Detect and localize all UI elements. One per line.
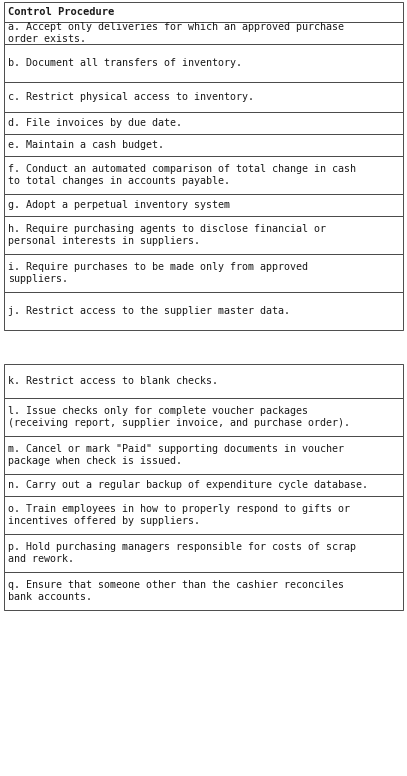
Text: e. Maintain a cash budget.: e. Maintain a cash budget. bbox=[8, 140, 164, 150]
Bar bbox=[4, 44, 403, 82]
Text: a. Accept only deliveries for which an approved purchase
order exists.: a. Accept only deliveries for which an a… bbox=[8, 23, 344, 43]
Bar bbox=[4, 112, 403, 134]
Text: j. Restrict access to the supplier master data.: j. Restrict access to the supplier maste… bbox=[8, 306, 290, 316]
Bar bbox=[4, 156, 403, 194]
Bar bbox=[4, 134, 403, 156]
Text: l. Issue checks only for complete voucher packages
(receiving report, supplier i: l. Issue checks only for complete vouche… bbox=[8, 406, 350, 428]
Bar bbox=[4, 436, 403, 474]
Bar bbox=[4, 496, 403, 534]
Bar bbox=[4, 474, 403, 496]
Text: c. Restrict physical access to inventory.: c. Restrict physical access to inventory… bbox=[8, 92, 254, 102]
Text: f. Conduct an automated comparison of total change in cash
to total changes in a: f. Conduct an automated comparison of to… bbox=[8, 165, 356, 185]
Bar bbox=[4, 364, 403, 398]
Text: o. Train employees in how to properly respond to gifts or
incentives offered by : o. Train employees in how to properly re… bbox=[8, 504, 350, 526]
Bar bbox=[4, 534, 403, 572]
Text: n. Carry out a regular backup of expenditure cycle database.: n. Carry out a regular backup of expendi… bbox=[8, 480, 368, 490]
Text: h. Require purchasing agents to disclose financial or
personal interests in supp: h. Require purchasing agents to disclose… bbox=[8, 224, 326, 246]
Text: p. Hold purchasing managers responsible for costs of scrap
and rework.: p. Hold purchasing managers responsible … bbox=[8, 542, 356, 564]
Bar bbox=[4, 82, 403, 112]
Text: k. Restrict access to blank checks.: k. Restrict access to blank checks. bbox=[8, 376, 218, 386]
Text: q. Ensure that someone other than the cashier reconciles
bank accounts.: q. Ensure that someone other than the ca… bbox=[8, 580, 344, 602]
Bar bbox=[4, 194, 403, 216]
Text: d. File invoices by due date.: d. File invoices by due date. bbox=[8, 118, 182, 128]
Bar bbox=[4, 22, 403, 44]
Bar bbox=[4, 254, 403, 292]
Bar bbox=[4, 2, 403, 22]
Text: i. Require purchases to be made only from approved
suppliers.: i. Require purchases to be made only fro… bbox=[8, 262, 308, 284]
Bar bbox=[4, 216, 403, 254]
Bar bbox=[4, 398, 403, 436]
Text: g. Adopt a perpetual inventory system: g. Adopt a perpetual inventory system bbox=[8, 200, 230, 210]
Bar bbox=[4, 292, 403, 330]
Text: b. Document all transfers of inventory.: b. Document all transfers of inventory. bbox=[8, 58, 242, 68]
Text: m. Cancel or mark "Paid" supporting documents in voucher
package when check is i: m. Cancel or mark "Paid" supporting docu… bbox=[8, 444, 344, 466]
Bar bbox=[4, 572, 403, 610]
Text: Control Procedure: Control Procedure bbox=[8, 7, 114, 17]
